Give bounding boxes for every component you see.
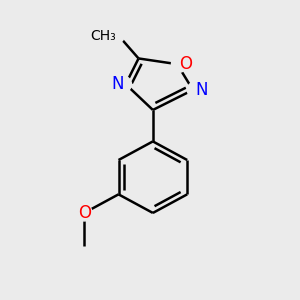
Circle shape: [76, 205, 92, 221]
Circle shape: [116, 76, 131, 92]
Circle shape: [187, 82, 203, 98]
Circle shape: [108, 28, 124, 43]
Text: O: O: [78, 204, 91, 222]
Text: O: O: [179, 55, 193, 73]
Text: N: N: [111, 75, 123, 93]
Circle shape: [172, 56, 188, 72]
Text: N: N: [195, 81, 208, 99]
Text: CH₃: CH₃: [91, 28, 116, 43]
